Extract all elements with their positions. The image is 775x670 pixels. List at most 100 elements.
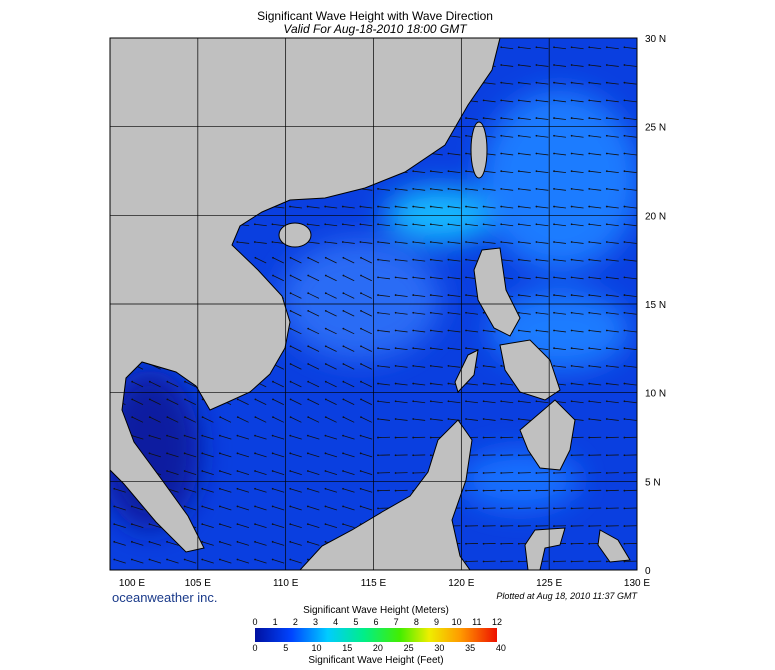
arrow-head <box>606 135 608 137</box>
arrow-head <box>606 507 608 509</box>
arrow-head <box>325 416 327 418</box>
arrow-head <box>395 206 397 208</box>
arrow-head <box>325 523 327 525</box>
arrow-head <box>624 472 626 474</box>
arrow-head <box>395 454 397 456</box>
arrow-head <box>588 117 590 119</box>
arrow-head <box>290 257 292 259</box>
arrow-head <box>624 135 626 137</box>
arrow-head <box>500 400 502 402</box>
arrow-head <box>254 488 256 490</box>
arrow-head <box>342 363 344 365</box>
arrow-head <box>465 312 467 314</box>
arrow-head <box>571 276 573 278</box>
arrow-head <box>360 506 362 508</box>
arrow-head <box>289 523 291 525</box>
arrow-head <box>536 241 538 243</box>
arrow-head <box>465 400 467 402</box>
arrow-head <box>518 46 520 48</box>
arrow-head <box>131 523 133 525</box>
arrow-head <box>377 418 379 420</box>
arrow-head <box>500 454 502 456</box>
arrow-head <box>536 294 538 296</box>
arrow-head <box>325 452 327 454</box>
arrow-head <box>571 472 573 474</box>
arrow-head <box>360 488 362 490</box>
arrow-head <box>360 223 362 225</box>
arrow-head <box>588 294 590 296</box>
arrow-head <box>395 223 397 225</box>
arrow-head <box>307 523 309 525</box>
arrow-head <box>483 99 485 101</box>
feet-tick: 25 <box>404 643 414 653</box>
arrow-head <box>131 541 133 543</box>
arrow-head <box>289 470 291 472</box>
arrow-head <box>483 188 485 190</box>
arrow-head <box>237 559 239 561</box>
arrow-head <box>395 330 397 332</box>
arrow-head <box>483 400 485 402</box>
arrow-head <box>465 188 467 190</box>
arrow-head <box>536 153 538 155</box>
arrow-head <box>588 347 590 349</box>
arrow-head <box>325 310 327 312</box>
arrow-head <box>571 365 573 367</box>
arrow-head <box>500 418 502 420</box>
arrow-head <box>430 418 432 420</box>
arrow-head <box>483 490 485 492</box>
arrow-head <box>624 64 626 66</box>
arrow-head <box>518 135 520 137</box>
arrow-head <box>624 117 626 119</box>
arrow-head <box>500 188 502 190</box>
arrow-head <box>113 541 115 543</box>
arrow-head <box>606 117 608 119</box>
arrow-head <box>325 541 327 543</box>
arrow-head <box>149 435 151 437</box>
arrow-head <box>342 310 344 312</box>
arrow-head <box>342 381 344 383</box>
arrow-head <box>377 259 379 261</box>
arrow-head <box>324 206 326 208</box>
arrow-head <box>360 363 362 365</box>
arrow-head <box>219 559 221 561</box>
meter-tick: 3 <box>313 617 318 627</box>
arrow-head <box>430 206 432 208</box>
arrow-head <box>500 525 502 527</box>
arrow-head <box>290 328 292 330</box>
arrow-head <box>360 416 362 418</box>
arrow-head <box>149 559 151 561</box>
arrow-head <box>272 452 274 454</box>
arrow-head <box>624 365 626 367</box>
arrow-head <box>624 347 626 349</box>
arrow-head <box>377 276 379 278</box>
arrow-head <box>360 381 362 383</box>
arrow-head <box>588 383 590 385</box>
arrow-head <box>465 276 467 278</box>
arrow-head <box>606 294 608 296</box>
arrow-head <box>606 418 608 420</box>
arrow-head <box>395 365 397 367</box>
arrow-head <box>325 363 327 365</box>
feet-tick: 35 <box>465 643 475 653</box>
arrow-head <box>149 541 151 543</box>
arrow-head <box>272 398 274 400</box>
arrow-head <box>483 365 485 367</box>
arrow-head <box>606 223 608 225</box>
arrow-head <box>131 506 133 508</box>
arrow-head <box>237 416 239 418</box>
arrow-head <box>518 507 520 509</box>
arrow-head <box>465 543 467 545</box>
arrow-head <box>536 400 538 402</box>
arrow-head <box>377 507 379 509</box>
feet-tick: 0 <box>252 643 257 653</box>
arrow-head <box>184 398 186 400</box>
arrow-head <box>395 188 397 190</box>
arrow-head <box>500 490 502 492</box>
arrow-head <box>500 383 502 385</box>
arrow-head <box>500 241 502 243</box>
arrow-head <box>518 188 520 190</box>
arrow-head <box>553 259 555 261</box>
arrow-head <box>571 330 573 332</box>
arrow-head <box>536 64 538 66</box>
